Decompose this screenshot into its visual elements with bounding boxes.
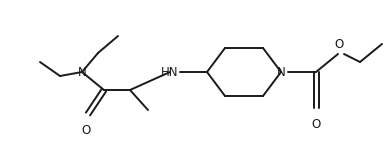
Text: HN: HN (161, 66, 179, 78)
Text: O: O (312, 118, 320, 131)
Text: N: N (78, 66, 86, 78)
Text: O: O (334, 38, 344, 51)
Text: N: N (277, 66, 285, 78)
Text: O: O (81, 124, 91, 137)
